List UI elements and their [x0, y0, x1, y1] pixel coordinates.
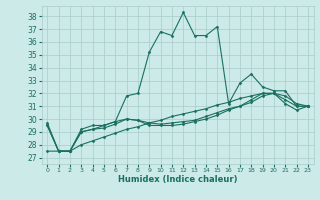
X-axis label: Humidex (Indice chaleur): Humidex (Indice chaleur): [118, 175, 237, 184]
